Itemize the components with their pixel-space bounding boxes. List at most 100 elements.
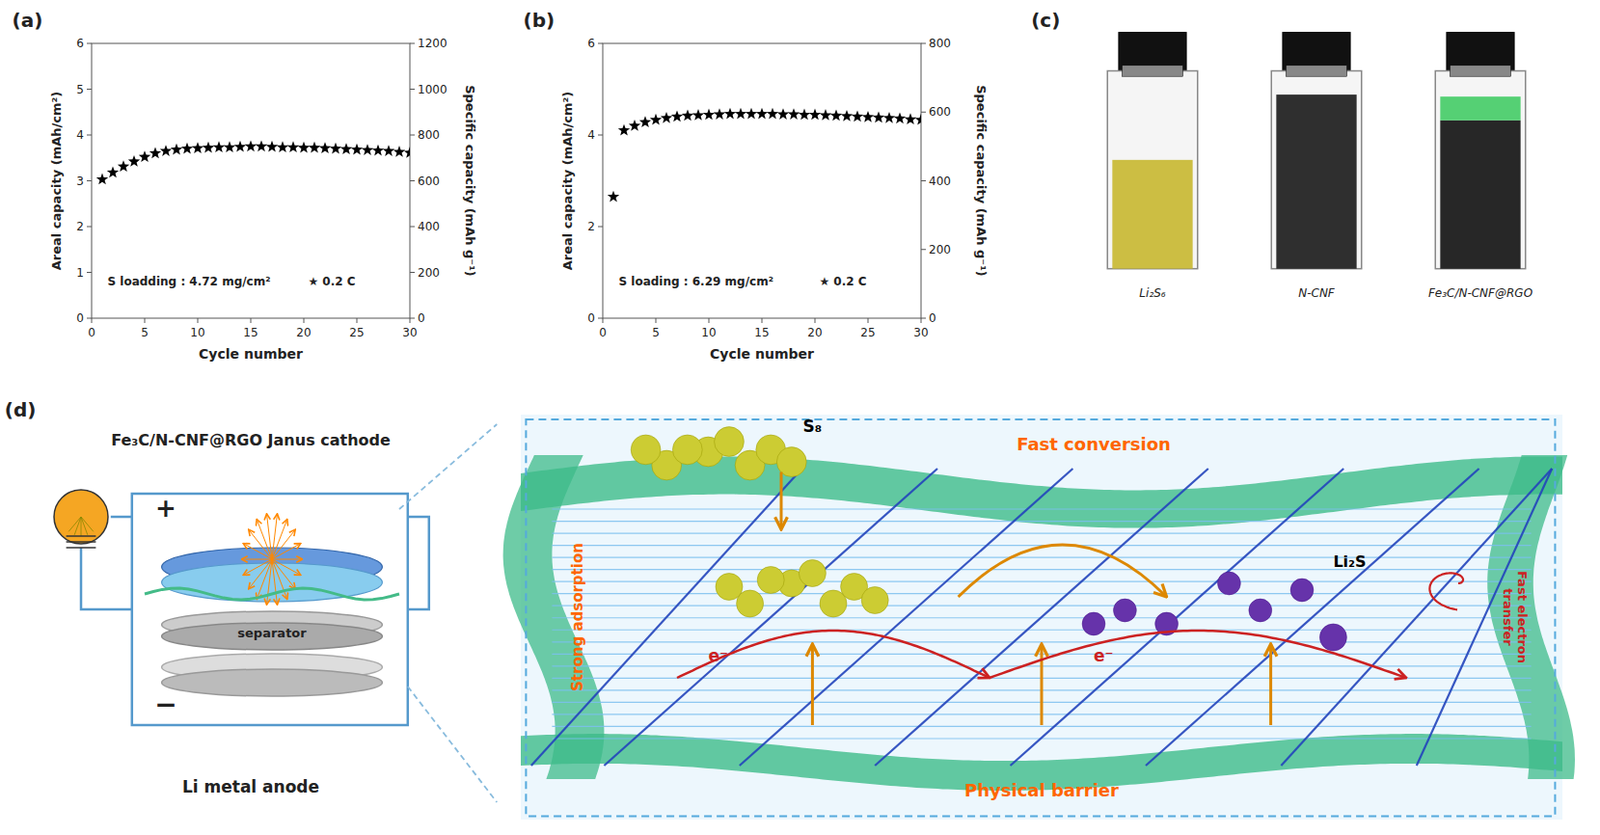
x-tick [761, 318, 763, 324]
vial-body [1107, 71, 1198, 270]
x-tick-label: 10 [189, 325, 205, 340]
layer-line [551, 629, 1531, 631]
cnf-line [1416, 468, 1552, 766]
cell-housing [132, 493, 408, 726]
bulb-base [66, 546, 97, 549]
annotation: S loadding : 4.72 mg/cm² [108, 274, 272, 289]
layer-line [551, 532, 1531, 534]
data-point [223, 140, 236, 153]
panel-label: (c) [1030, 8, 1060, 32]
layer-line [551, 605, 1531, 607]
y2-tick-label: 600 [928, 105, 951, 119]
zoom-line [399, 424, 497, 510]
data-point [160, 144, 172, 157]
y-tick-label: 5 [76, 82, 84, 97]
vial-neck [1449, 65, 1511, 77]
bulb [54, 489, 109, 544]
arrow [1269, 644, 1273, 726]
data-point [840, 109, 853, 122]
particle [798, 560, 826, 588]
y2-tick [409, 226, 415, 228]
x-tick [356, 318, 358, 324]
y2-axis-label: Specific capacity (mAh g⁻¹) [462, 84, 478, 277]
points [96, 139, 410, 185]
x-tick-label: 30 [913, 325, 928, 340]
points [607, 108, 922, 203]
panel-label: (a) [12, 8, 44, 32]
data-point [628, 119, 641, 132]
cnf-line [531, 468, 803, 766]
x-tick [409, 318, 411, 324]
label-electron: e⁻ [1093, 646, 1114, 666]
data-point [692, 108, 705, 121]
text-line: Fast electron [1515, 570, 1530, 664]
data-point [329, 142, 342, 155]
particle [1248, 598, 1273, 623]
x-tick-label: 5 [140, 325, 149, 340]
x-tick [602, 318, 604, 324]
cnf-line [1010, 468, 1345, 766]
data-point [308, 141, 321, 154]
vial-cap [1118, 32, 1187, 72]
plot-frame [602, 43, 922, 319]
x-tick [921, 318, 923, 324]
data-point [660, 111, 673, 124]
mechanism-bg [520, 414, 1563, 820]
particle [1113, 598, 1138, 623]
vial-label: N-CNF [1298, 286, 1336, 300]
y-tick-label: 4 [587, 128, 596, 142]
label-li2s: Li₂S [1332, 552, 1366, 571]
data-point [618, 124, 630, 136]
vial-neck [1285, 65, 1347, 77]
label-electron: e⁻ [707, 646, 729, 666]
y2-tick-label: 0 [928, 311, 937, 326]
annotation: ★ 0.2 C [307, 274, 355, 289]
cathode-ray [271, 529, 296, 560]
data-point [777, 108, 789, 120]
y2-tick-label: 800 [928, 36, 951, 51]
wire [81, 547, 133, 610]
x-tick [708, 318, 710, 324]
cathode-ray [271, 559, 303, 561]
x-tick-label: 15 [754, 325, 769, 340]
vial-cap [1282, 32, 1351, 72]
data-point [851, 110, 864, 123]
data-point [107, 165, 119, 178]
layer-line [551, 569, 1531, 570]
panel-label: (b) [523, 8, 556, 32]
arrow [958, 544, 1167, 597]
schematic-title: Fe₃C/N-CNF@RGO Janus cathode [110, 431, 391, 450]
filament [81, 516, 88, 536]
data-point [393, 145, 406, 158]
x-tick-label: 25 [349, 325, 364, 340]
zoom-line [407, 686, 497, 803]
cathode-ray [248, 529, 272, 560]
particle [1218, 571, 1242, 596]
y2-tick [409, 135, 415, 136]
data-point [766, 108, 779, 120]
x-tick [303, 318, 305, 324]
data-point [756, 108, 768, 120]
data-point [809, 108, 821, 121]
label-fast-conversion: Fast conversion [1016, 433, 1171, 455]
x-tick-label: 10 [701, 325, 716, 340]
y2-tick [921, 111, 926, 113]
panel-label: (d) [4, 398, 37, 422]
cathode-disk [162, 563, 383, 602]
vial-body [1271, 71, 1362, 270]
particle [1290, 578, 1314, 602]
panel-mechanism: S₈Li₂Se⁻e⁻Fast conversionStrong adsorpti… [503, 414, 1575, 820]
rgo-side [503, 455, 605, 780]
panel: 0510152025300123456020040060080010001200… [12, 8, 479, 362]
y-tick-label: 4 [76, 128, 84, 142]
data-point [734, 108, 747, 120]
y-axis-label: Areal capacity (mAh/cm²) [49, 91, 64, 271]
y-tick-label: 2 [587, 219, 596, 234]
y2-tick-label: 400 [928, 174, 951, 189]
y2-tick-label: 400 [417, 219, 440, 234]
y2-tick-label: 600 [417, 174, 440, 189]
text-line: transfer [1500, 588, 1516, 647]
y-tick [86, 135, 92, 136]
y2-tick [921, 180, 926, 182]
data-point [372, 144, 384, 157]
